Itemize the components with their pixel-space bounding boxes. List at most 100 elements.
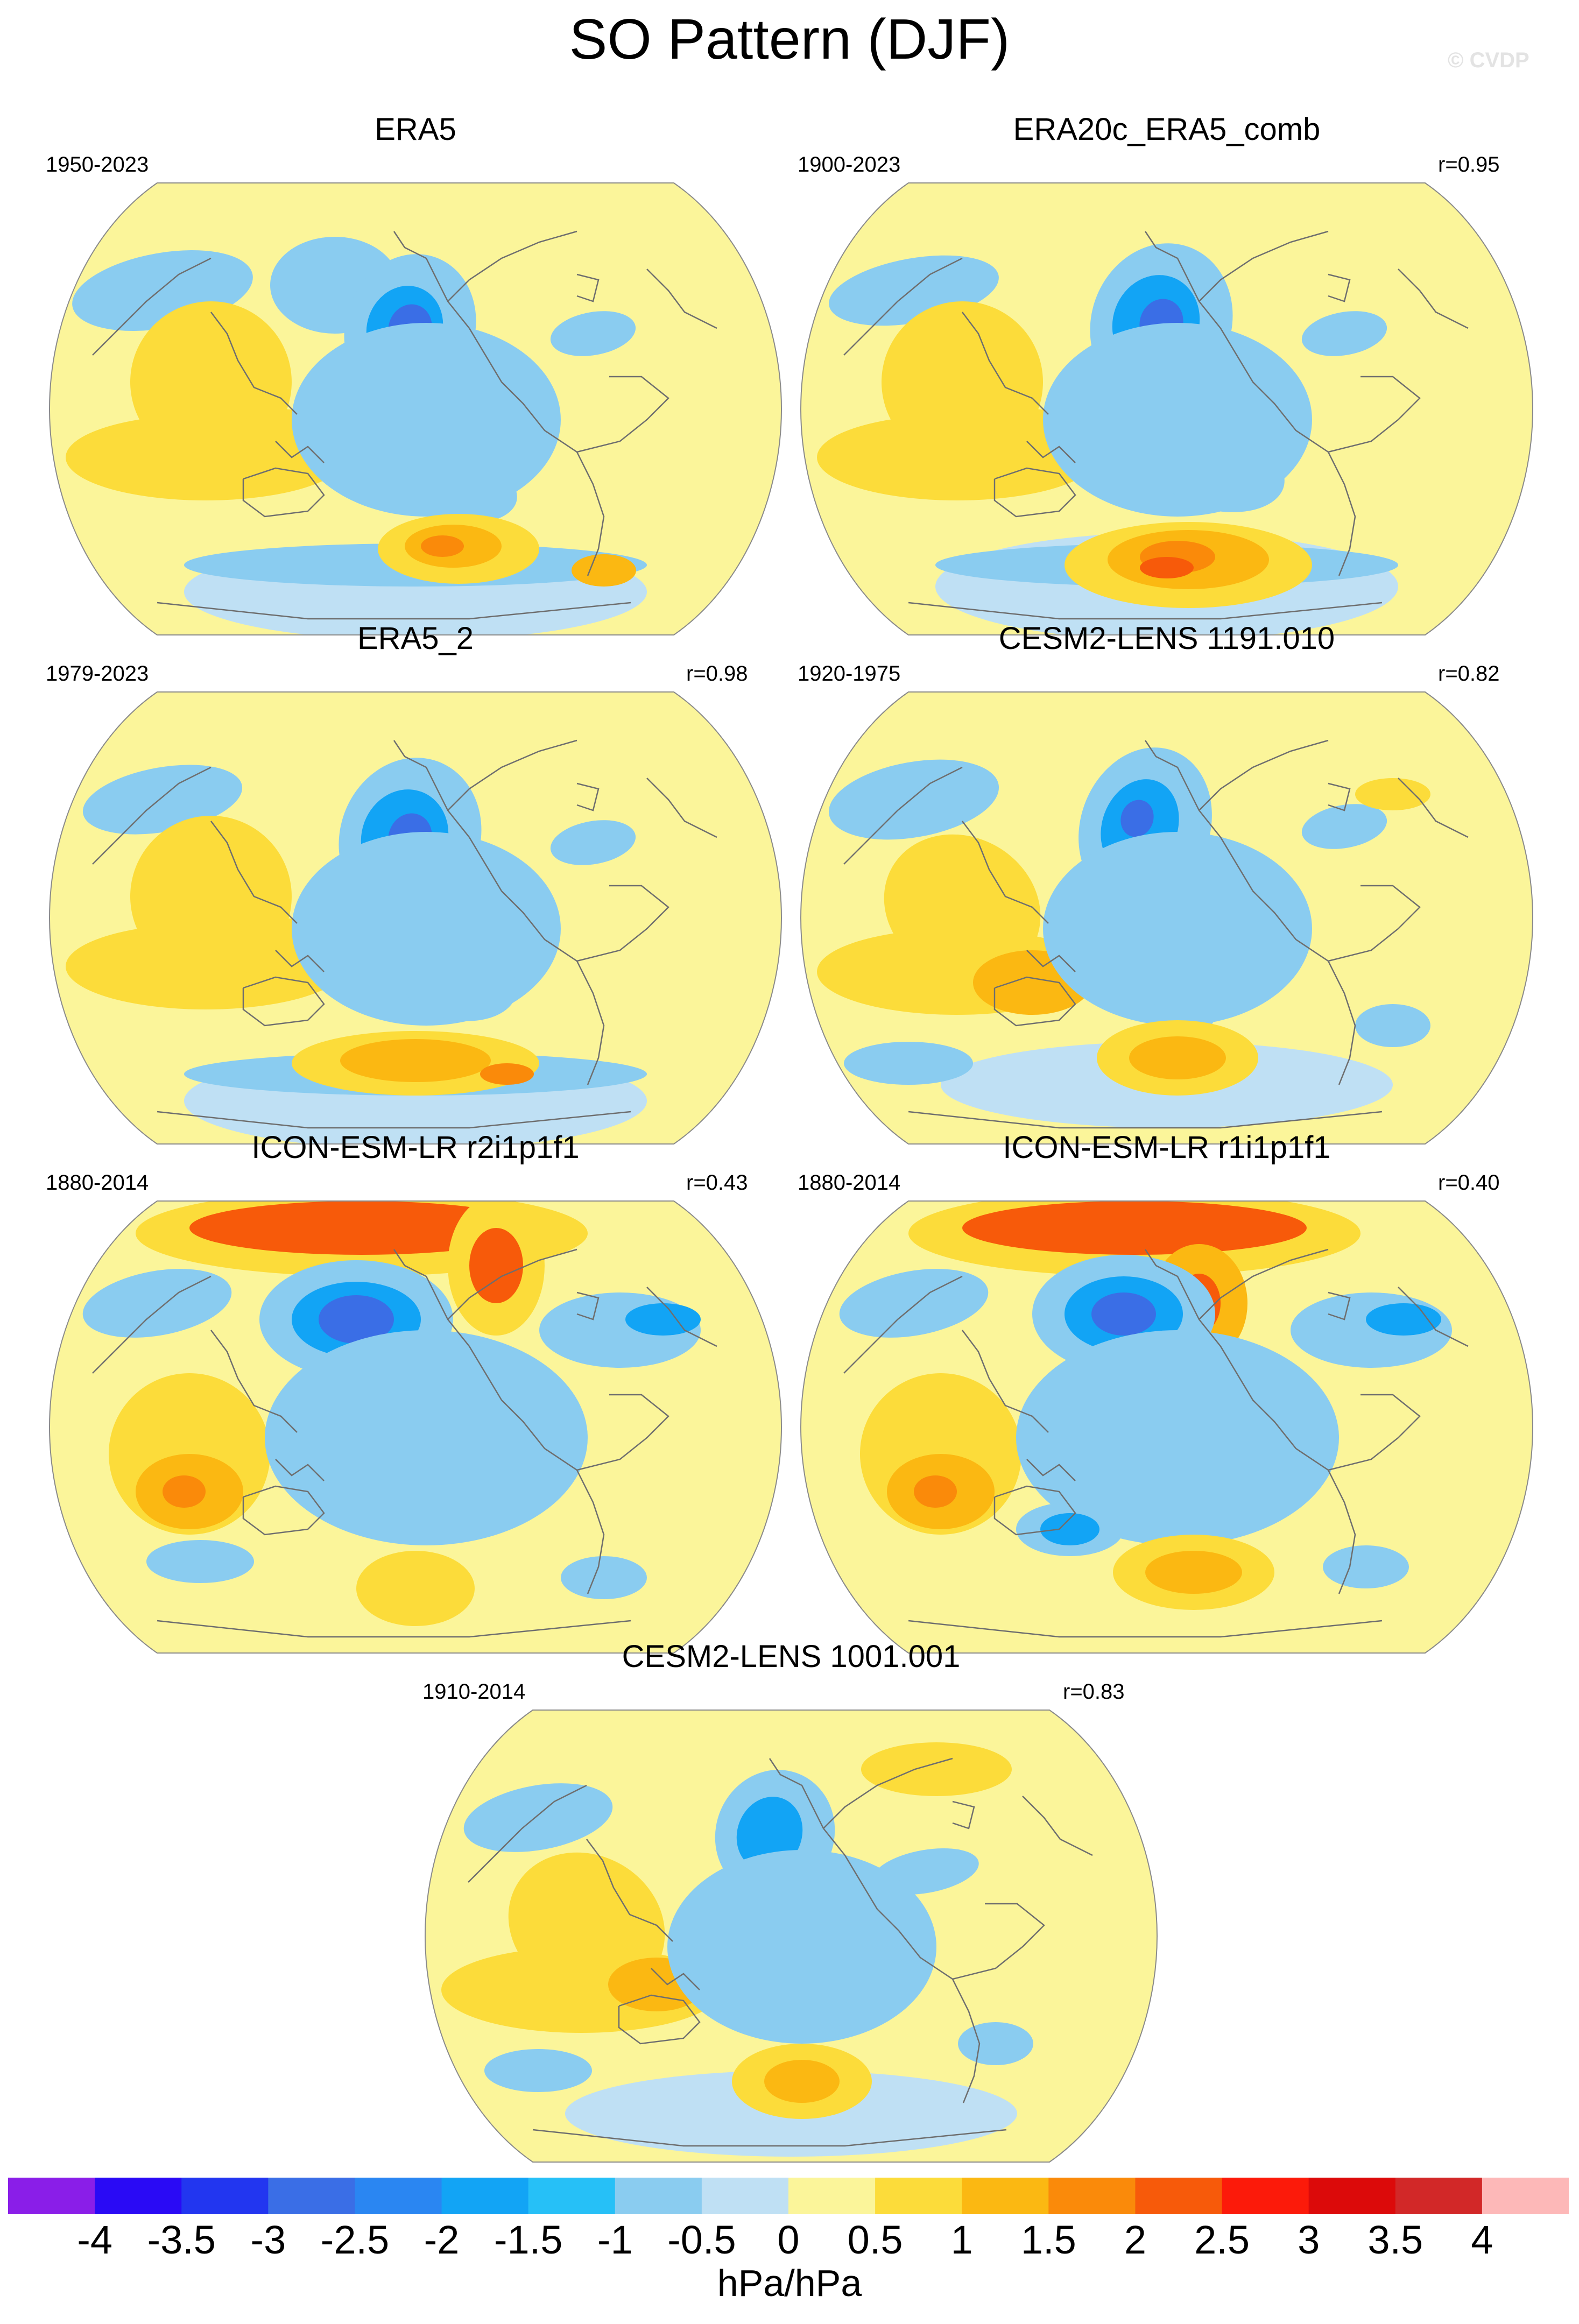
- coastline: [92, 1275, 212, 1374]
- map-border: [48, 1200, 783, 1654]
- colorbar-tick-label: 3: [1298, 2217, 1320, 2262]
- colorbar-tick-label: -0.5: [667, 2217, 736, 2262]
- colorbar-tick-label: 4: [1471, 2217, 1493, 2262]
- panel-title: ERA5_2: [357, 621, 474, 656]
- colorbar-tick-label: 1: [950, 2217, 973, 2262]
- coastline: [1026, 950, 1076, 972]
- panel-correlation: r=0.43: [686, 1171, 748, 1195]
- contour-region: [356, 1551, 475, 1626]
- coastline: [576, 1291, 600, 1320]
- colorbar-swatch: [95, 2178, 182, 2214]
- colorbar-tick-label: -2: [424, 2217, 460, 2262]
- coastline: [1328, 885, 1421, 962]
- coastline: [1144, 1249, 1356, 1594]
- robinson-map: [48, 1200, 783, 1654]
- coastline: [210, 312, 298, 415]
- coastline: [646, 1287, 717, 1347]
- colorbar-swatch: [355, 2178, 442, 2214]
- coastline: [576, 885, 669, 962]
- coastline: [993, 467, 1076, 518]
- coastline: [92, 766, 212, 865]
- contour-region: [480, 1063, 534, 1085]
- coastline: [618, 1994, 701, 2045]
- coastline: [908, 1111, 1383, 1129]
- contour-region: [861, 1742, 1012, 1796]
- coastline: [1398, 778, 1469, 838]
- coastline: [1328, 1291, 1351, 1320]
- contour-region: [1323, 1545, 1409, 1588]
- panel-title: ICON-ESM-LR r2i1p1f1: [251, 1130, 580, 1165]
- panel-period: 1900-2023: [798, 153, 901, 176]
- contour-region: [764, 2060, 840, 2103]
- panel-period: 1910-2014: [422, 1680, 526, 1704]
- coastline: [769, 1758, 981, 2103]
- coastline: [962, 312, 1049, 415]
- map-border: [424, 1710, 1158, 2163]
- coastline: [993, 1485, 1076, 1536]
- coastline: [1328, 376, 1421, 453]
- contour-region: [550, 820, 636, 865]
- coastline: [843, 766, 963, 865]
- coastline: [210, 1330, 298, 1433]
- coastline: [447, 739, 577, 811]
- contour-region: [1016, 1330, 1339, 1545]
- contour-region: [469, 1228, 523, 1303]
- colorbar-tick-label: 1.5: [1020, 2217, 1076, 2262]
- panel-period: 1920-1975: [798, 662, 901, 686]
- contour-region: [400, 456, 517, 524]
- coastline: [447, 1248, 577, 1320]
- colorbar-tick-label: -3.5: [147, 2217, 216, 2262]
- contour-region: [914, 1475, 957, 1508]
- coastline: [651, 1968, 700, 1990]
- robinson-map: [800, 691, 1534, 1145]
- colorbar-swatch: [1222, 2178, 1309, 2214]
- coastline: [576, 1394, 669, 1471]
- panel-period: 1880-2014: [798, 1171, 901, 1195]
- panel-title: CESM2-LENS 1001.001: [622, 1639, 961, 1674]
- colorbar-swatch: [615, 2178, 702, 2214]
- coastline: [393, 231, 605, 576]
- contour-region: [667, 1850, 936, 2044]
- contour-region: [1140, 557, 1194, 578]
- coastline: [1199, 1248, 1329, 1320]
- coastline: [242, 976, 325, 1027]
- coastline: [157, 1620, 631, 1638]
- contour-region: [146, 1540, 254, 1583]
- coastline: [275, 441, 325, 463]
- coastline: [242, 467, 325, 518]
- coastline: [242, 1485, 325, 1536]
- colorbar-swatch: [788, 2178, 876, 2214]
- coastline: [843, 1275, 963, 1374]
- figure-title: SO Pattern (DJF): [569, 8, 1010, 71]
- coastline: [1328, 273, 1351, 302]
- contour-region: [1129, 1036, 1226, 1079]
- contour-region: [399, 944, 518, 1021]
- coastline: [1026, 441, 1076, 463]
- coastline: [393, 740, 605, 1085]
- colorbar-units: hPa/hPa: [717, 2262, 862, 2304]
- contour-region: [625, 1303, 701, 1336]
- colorbar-tick-label: 0.5: [847, 2217, 903, 2262]
- colorbar-swatch: [1308, 2178, 1396, 2214]
- colorbar-tick-label: -1.5: [494, 2217, 563, 2262]
- colorbar-tick-label: 2.5: [1194, 2217, 1250, 2262]
- coastline: [576, 376, 669, 453]
- panel-title: ICON-ESM-LR r1i1p1f1: [1003, 1130, 1331, 1165]
- map-border: [800, 182, 1534, 635]
- contour-region: [561, 1556, 647, 1599]
- contour-region: [421, 535, 464, 557]
- panel-correlation: r=0.82: [1438, 662, 1500, 686]
- robinson-map: [800, 1200, 1534, 1654]
- contour-region: [572, 554, 636, 587]
- coastline: [157, 1111, 631, 1129]
- coastline: [646, 778, 717, 838]
- panel-period: 1979-2023: [46, 662, 149, 686]
- coastline: [1398, 1287, 1469, 1347]
- coastline: [1199, 739, 1329, 811]
- coastline: [586, 1839, 673, 1942]
- colorbar-tick-label: -1: [597, 2217, 633, 2262]
- colorbar-swatch: [8, 2178, 95, 2214]
- colorbar-swatch: [875, 2178, 962, 2214]
- colorbar: [8, 2178, 1569, 2214]
- robinson-map: [800, 182, 1534, 635]
